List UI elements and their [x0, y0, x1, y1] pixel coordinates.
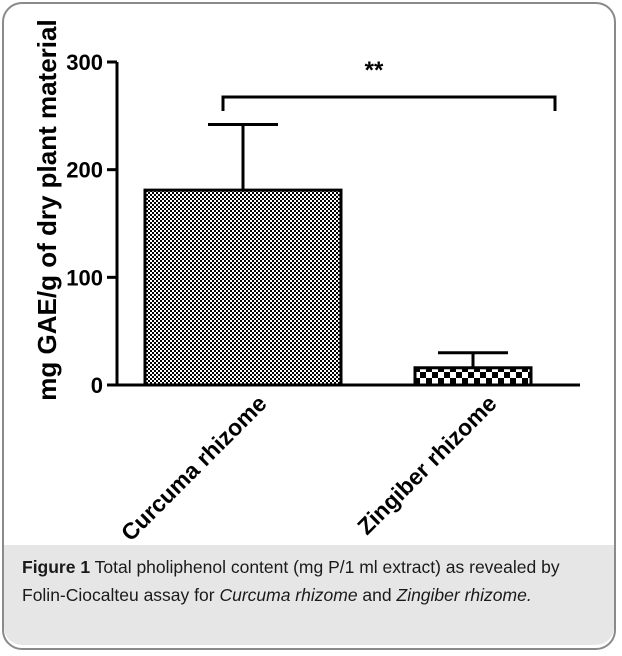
caption-italic-1: Curcuma rhizome [219, 585, 358, 605]
y-tick-label: 300 [66, 50, 103, 75]
significance-label: ** [365, 57, 384, 84]
figure-caption: Figure 1 Total pholiphenol content (mg P… [22, 553, 607, 609]
figure-label: Figure 1 [22, 557, 91, 577]
caption-background [4, 545, 614, 645]
bar [413, 366, 533, 387]
y-tick-label: 100 [66, 265, 103, 290]
x-category-label: Zingiber rhizome [352, 390, 501, 539]
y-axis-label: mg GAE/g of dry plant material [32, 19, 62, 400]
caption-text-2: and [357, 585, 397, 605]
x-category-label: Curcuma rhizome [116, 390, 272, 545]
bar-chart: ** 0 100 200 300 Curcuma rhizome Zingiber rh… [32, 19, 580, 545]
caption-italic-2: Zingiber rhizome. [396, 585, 532, 605]
bar [143, 188, 343, 387]
y-tick-label: 0 [91, 373, 103, 398]
significance-bracket [221, 95, 557, 111]
caption-text-1: Total pholiphenol content (mg P/1 ml ext… [22, 557, 560, 605]
y-tick-label: 200 [66, 158, 103, 183]
